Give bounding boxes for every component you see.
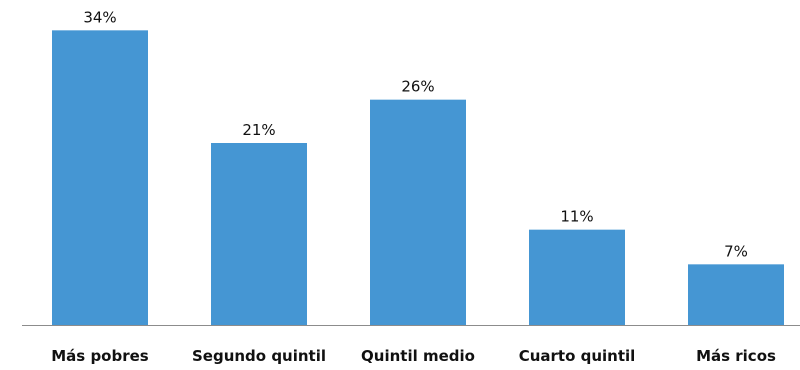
bars-group bbox=[52, 30, 784, 326]
value-label-quintil-medio: 26% bbox=[401, 78, 434, 96]
bar-mas-pobres bbox=[52, 30, 148, 325]
value-label-mas-pobres: 34% bbox=[83, 8, 116, 26]
category-label-cuarto-quintil: Cuarto quintil bbox=[519, 347, 636, 365]
category-label-mas-pobres: Más pobres bbox=[51, 347, 149, 365]
chart-title bbox=[210, 0, 590, 8]
category-label-segundo-quintil: Segundo quintil bbox=[192, 347, 326, 365]
value-label-segundo-quintil: 21% bbox=[242, 121, 275, 139]
value-label-mas-ricos: 7% bbox=[724, 242, 748, 260]
bar-segundo-quintil bbox=[211, 143, 307, 325]
bar-mas-ricos bbox=[688, 264, 784, 325]
bar-quintil-medio bbox=[370, 99, 466, 326]
category-label-mas-ricos: Más ricos bbox=[696, 347, 776, 365]
category-label-quintil-medio: Quintil medio bbox=[361, 347, 475, 365]
bar-cuarto-quintil bbox=[529, 229, 625, 325]
value-label-cuarto-quintil: 11% bbox=[560, 208, 593, 226]
